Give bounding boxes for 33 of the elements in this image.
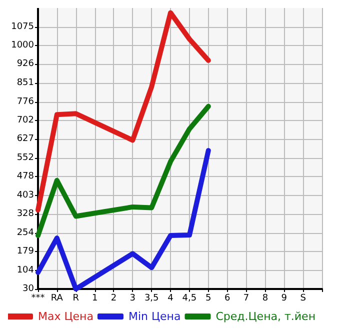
x-tick-label: 1 (92, 294, 98, 304)
x-tick-label: 5 (206, 294, 212, 304)
x-tick-label: 4 (168, 294, 174, 304)
x-tick-label: 8 (262, 294, 268, 304)
legend-label: Max Цена (38, 310, 94, 323)
y-tick-label: 702 (16, 115, 34, 126)
x-tick-label: 3,5 (144, 294, 159, 304)
x-tick-label: 6 (224, 294, 230, 304)
x-tick-label: 9 (281, 294, 288, 304)
y-tick-label: 30 (22, 284, 34, 294)
x-tick-label: RA (50, 294, 64, 304)
legend-label: Сред.Цена, т.йен (216, 310, 316, 323)
y-tick-label: 851 (16, 78, 34, 88)
legend-label: Min Цена (128, 310, 181, 323)
x-tick-label: 4,5 (182, 294, 197, 304)
y-tick-label: 104 (16, 265, 34, 276)
y-tick-label: 1075 (11, 22, 34, 32)
y-tick-label: 776 (16, 96, 34, 107)
y-tick-label: 254 (16, 228, 34, 238)
y-tick-label: 403 (16, 190, 34, 200)
x-tick-label: R (72, 294, 79, 304)
x-tick-label: 2 (110, 294, 117, 304)
y-tick-label: 627 (16, 134, 34, 144)
y-tick-label: 328 (16, 209, 34, 220)
x-tick-label: *** (31, 294, 46, 304)
x-tick-label: 3 (130, 294, 136, 304)
y-tick-label: 552 (16, 153, 34, 164)
y-tick-label: 926 (16, 59, 34, 70)
y-tick-label: 478 (16, 172, 34, 182)
x-tick-label: 7 (243, 294, 250, 304)
y-tick-label: 1000 (11, 40, 34, 51)
y-tick-label: 179 (16, 246, 34, 257)
x-tick-label: S (300, 294, 306, 304)
